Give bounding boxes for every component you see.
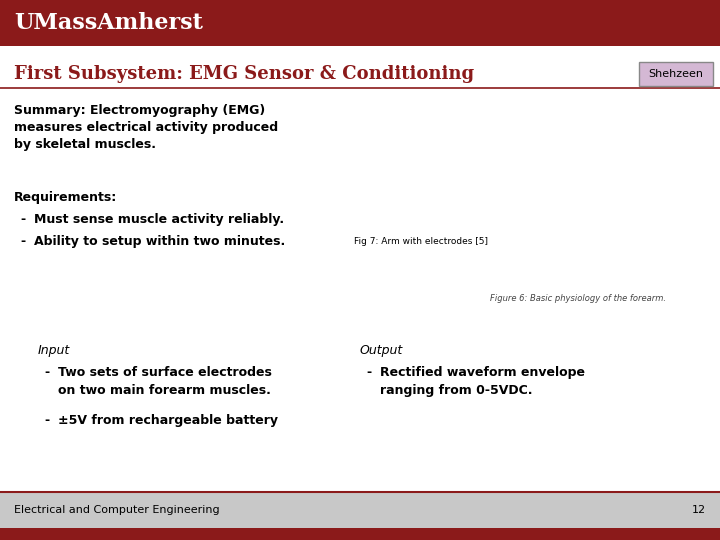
Text: -: - — [44, 414, 49, 427]
Text: -: - — [20, 213, 25, 226]
Text: -: - — [366, 366, 371, 379]
Bar — [0, 492, 720, 528]
Text: Summary: Electromyography (EMG)
measures electrical activity produced
by skeleta: Summary: Electromyography (EMG) measures… — [14, 104, 278, 151]
Text: on two main forearm muscles.: on two main forearm muscles. — [58, 384, 271, 397]
Text: 12: 12 — [692, 505, 706, 515]
Text: Shehzeen: Shehzeen — [649, 69, 703, 79]
Text: First Subsystem: EMG Sensor & Conditioning: First Subsystem: EMG Sensor & Conditioni… — [14, 65, 474, 83]
Text: -: - — [44, 366, 49, 379]
Text: Figure 6: Basic physiology of the forearm.: Figure 6: Basic physiology of the forear… — [490, 294, 666, 303]
Bar — [0, 0, 720, 46]
Text: Input: Input — [38, 344, 71, 357]
Text: -: - — [20, 235, 25, 248]
Text: Rectified waveform envelope: Rectified waveform envelope — [380, 366, 585, 379]
FancyBboxPatch shape — [639, 62, 713, 86]
Text: UMassAmherst: UMassAmherst — [14, 12, 203, 34]
Text: ±5V from rechargeable battery: ±5V from rechargeable battery — [58, 414, 278, 427]
Text: ranging from 0-5VDC.: ranging from 0-5VDC. — [380, 384, 533, 397]
Text: Requirements:: Requirements: — [14, 191, 117, 204]
Text: Fig 7: Arm with electrodes [5]: Fig 7: Arm with electrodes [5] — [354, 237, 488, 246]
Text: Two sets of surface electrodes: Two sets of surface electrodes — [58, 366, 272, 379]
Text: Must sense muscle activity reliably.: Must sense muscle activity reliably. — [34, 213, 284, 226]
Text: Electrical and Computer Engineering: Electrical and Computer Engineering — [14, 505, 220, 515]
Text: Ability to setup within two minutes.: Ability to setup within two minutes. — [34, 235, 285, 248]
Bar — [0, 528, 720, 540]
Text: Output: Output — [360, 344, 403, 357]
